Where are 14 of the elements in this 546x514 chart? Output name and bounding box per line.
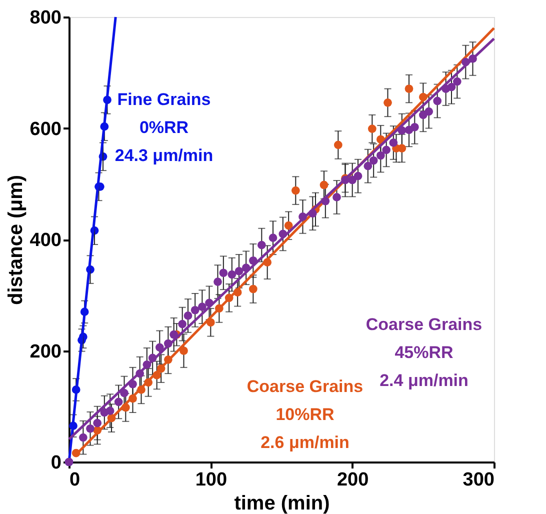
y-tick-label: 200 [30, 341, 62, 362]
x-axis-title: time (min) [234, 492, 330, 514]
x-tick-label: 300 [462, 470, 494, 490]
annotation: Fine Grains 0%RR 24.3 μm/min [114, 90, 214, 165]
x-tick-label: 0 [70, 470, 80, 490]
annotation: Coarse Grains 10%RR 2.6 μm/min [246, 377, 364, 452]
y-tick-label: 600 [30, 118, 62, 140]
y-tick-label: 800 [30, 8, 62, 28]
x-tick-label: 100 [195, 470, 228, 490]
y-axis-title: distance (μm) [4, 174, 27, 306]
annotation: Coarse Grains 45%RR 2.4 μm/min [366, 315, 482, 390]
y-tick-label: 0 [50, 452, 62, 474]
x-tick-label: 200 [336, 470, 369, 490]
y-tick-label: 400 [30, 230, 62, 251]
